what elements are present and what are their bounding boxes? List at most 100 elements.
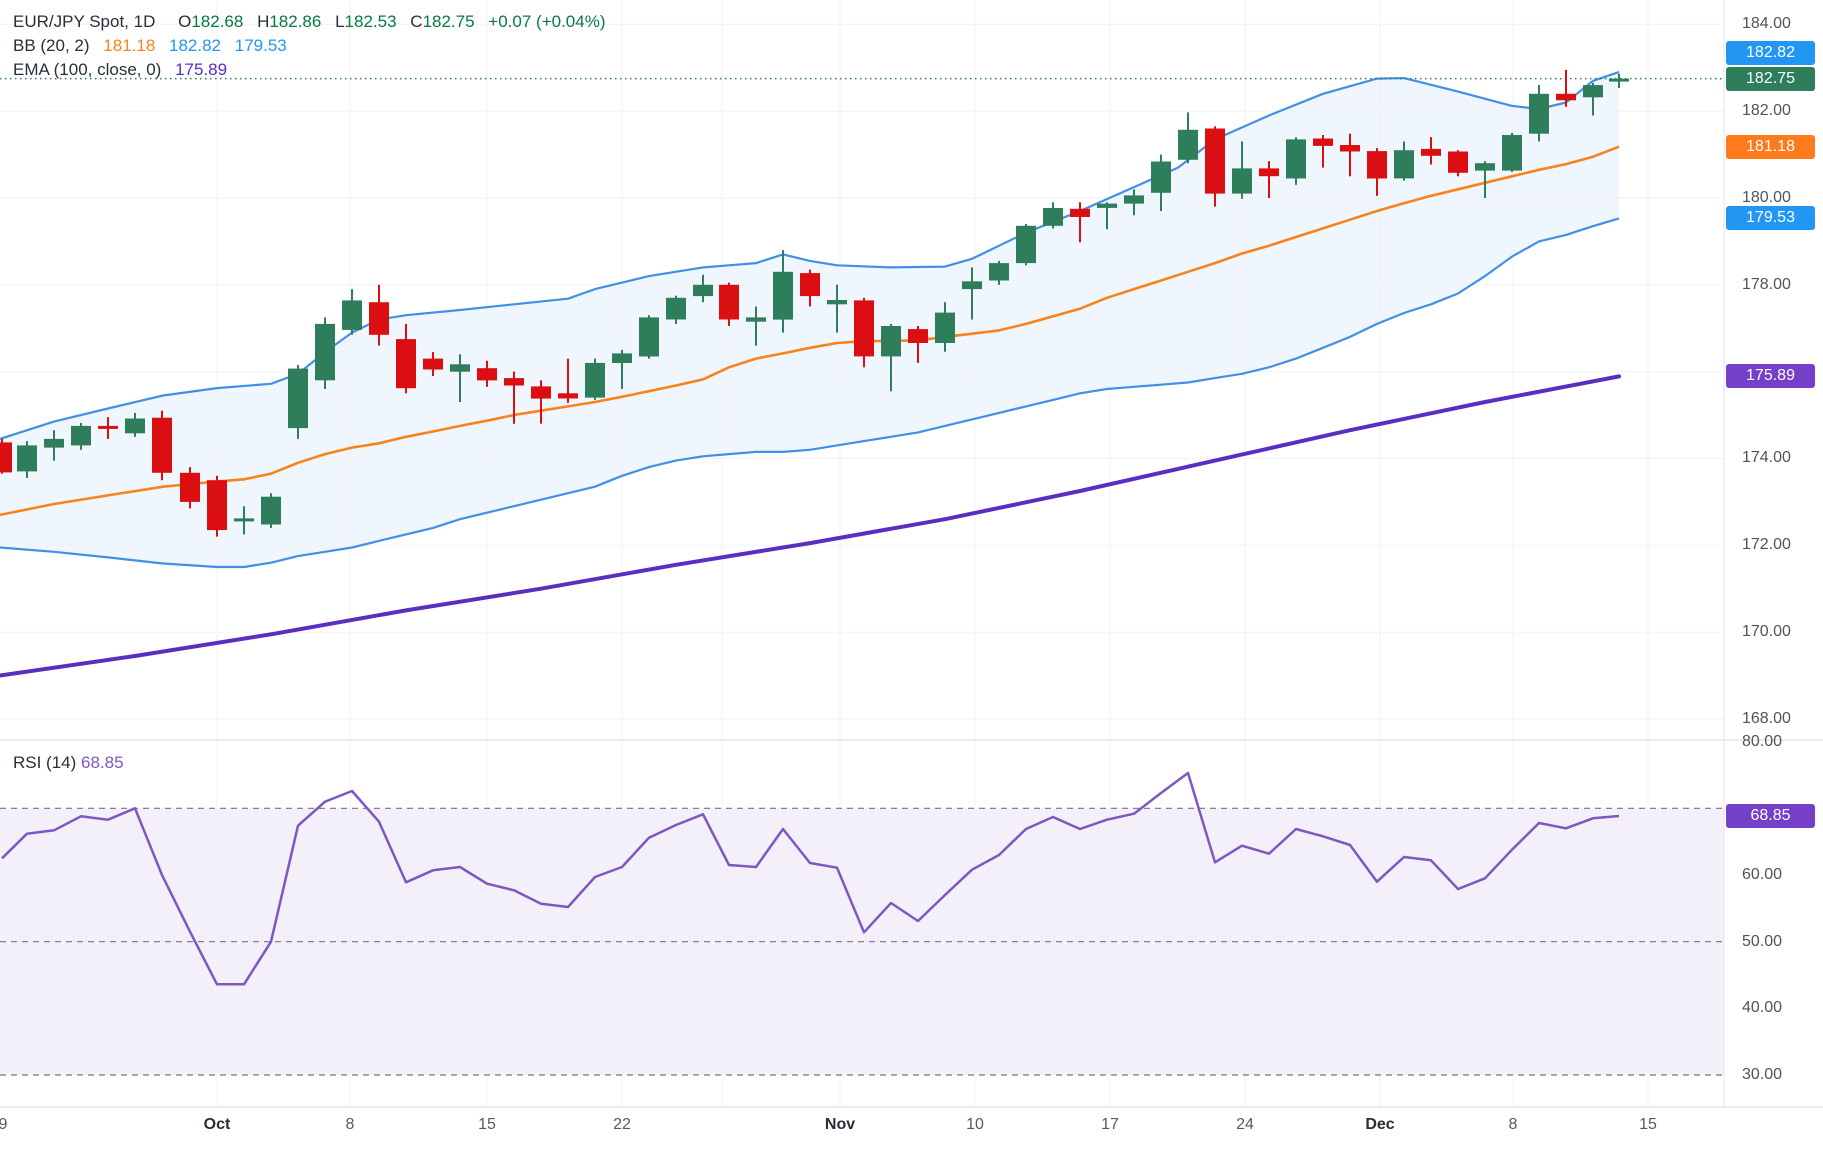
time-axis-label: Dec bbox=[1365, 1116, 1395, 1133]
ohlc-high-value: 182.86 bbox=[269, 12, 322, 31]
candle-body[interactable] bbox=[612, 353, 632, 363]
candle-body[interactable] bbox=[180, 472, 200, 502]
candle-body[interactable] bbox=[1205, 128, 1225, 194]
bb-basis-line[interactable] bbox=[0, 145, 1620, 517]
ohlc-low-value: 182.53 bbox=[344, 12, 397, 31]
candle-body[interactable] bbox=[827, 300, 847, 305]
candle-body[interactable] bbox=[369, 302, 389, 335]
legend-ema-row[interactable]: EMA (100, close, 0) 175.89 bbox=[13, 58, 606, 82]
candle-body[interactable] bbox=[1556, 93, 1576, 101]
candle-body[interactable] bbox=[1124, 195, 1144, 204]
candle-body[interactable] bbox=[962, 281, 982, 290]
rsi-value: 68.85 bbox=[81, 753, 124, 772]
candle-body[interactable] bbox=[288, 368, 308, 429]
candle-body[interactable] bbox=[234, 518, 254, 522]
candle-body[interactable] bbox=[44, 438, 64, 448]
time-axis-label: 10 bbox=[966, 1116, 984, 1133]
ohlc-high-label: H bbox=[257, 12, 270, 31]
candle-body[interactable] bbox=[125, 418, 145, 434]
legend-rsi-row[interactable]: RSI (14) 68.85 bbox=[13, 751, 124, 775]
candle-body[interactable] bbox=[908, 329, 928, 343]
candle-body[interactable] bbox=[98, 425, 118, 429]
candle-body[interactable] bbox=[207, 480, 227, 531]
candle-body[interactable] bbox=[1475, 163, 1495, 171]
candle-body[interactable] bbox=[1259, 168, 1279, 177]
candle-body[interactable] bbox=[261, 496, 281, 525]
time-axis-label: Nov bbox=[824, 1116, 856, 1133]
candle-body[interactable] bbox=[1583, 85, 1603, 98]
bb-lower-value: 179.53 bbox=[234, 36, 287, 55]
price-badge: 179.53 bbox=[1726, 206, 1815, 230]
rsi-axis-label: 80.00 bbox=[1742, 733, 1783, 750]
price-badge: 182.75 bbox=[1726, 67, 1815, 91]
candle-body[interactable] bbox=[531, 386, 551, 399]
ohlc-open-label: O bbox=[178, 12, 192, 31]
candle-body[interactable] bbox=[1448, 151, 1468, 173]
candle-body[interactable] bbox=[1232, 168, 1252, 194]
candle-body[interactable] bbox=[1286, 139, 1306, 179]
candle-body[interactable] bbox=[1529, 93, 1549, 134]
candle-body[interactable] bbox=[342, 300, 362, 330]
legend-symbol-row[interactable]: EUR/JPY Spot, 1D O182.68 H182.86 L182.53… bbox=[13, 10, 606, 34]
candle-body[interactable] bbox=[1070, 208, 1090, 217]
candle-body[interactable] bbox=[152, 417, 172, 473]
time-axis-label: 17 bbox=[1101, 1116, 1119, 1133]
candle-body[interactable] bbox=[746, 317, 766, 322]
candle-body[interactable] bbox=[1043, 208, 1063, 226]
legend-bb-row[interactable]: BB (20, 2) 181.18 182.82 179.53 bbox=[13, 34, 606, 58]
ohlc-low-label: L bbox=[335, 12, 345, 31]
candle-body[interactable] bbox=[17, 445, 37, 472]
candle-body[interactable] bbox=[477, 368, 497, 381]
candle-body[interactable] bbox=[1502, 135, 1522, 171]
rsi-label: RSI (14) bbox=[13, 753, 77, 772]
candle-body[interactable] bbox=[558, 393, 578, 399]
candle-body[interactable] bbox=[773, 271, 793, 320]
price-axis-label: 170.00 bbox=[1742, 623, 1791, 640]
candle-body[interactable] bbox=[1367, 151, 1387, 179]
candle-body[interactable] bbox=[719, 284, 739, 320]
time-axis-label: Oct bbox=[203, 1116, 231, 1133]
candle-body[interactable] bbox=[1178, 129, 1198, 160]
rsi-line[interactable] bbox=[1, 771, 1620, 986]
price-axis-label: 182.00 bbox=[1742, 102, 1791, 119]
candle-body[interactable] bbox=[1313, 138, 1333, 146]
candle-body[interactable] bbox=[315, 323, 335, 381]
candle-body[interactable] bbox=[854, 300, 874, 357]
candle-body[interactable] bbox=[396, 339, 416, 389]
candle-body[interactable] bbox=[1016, 225, 1036, 264]
time-axis-label: 15 bbox=[478, 1116, 496, 1133]
time-axis-label: 15 bbox=[1639, 1116, 1657, 1133]
candle-body[interactable] bbox=[666, 297, 686, 320]
candle-body[interactable] bbox=[639, 317, 659, 357]
candle-body[interactable] bbox=[989, 263, 1009, 281]
candle-body[interactable] bbox=[1340, 145, 1360, 152]
candle-body[interactable] bbox=[881, 326, 901, 357]
bb-lower-line[interactable] bbox=[0, 217, 1620, 569]
time-axis-label: 8 bbox=[345, 1116, 355, 1133]
candle-body[interactable] bbox=[1151, 161, 1171, 193]
price-axis-label: 178.00 bbox=[1742, 276, 1791, 293]
change-value: +0.07 (+0.04%) bbox=[488, 12, 606, 31]
rsi-axis-label: 50.00 bbox=[1742, 933, 1783, 950]
candle-body[interactable] bbox=[693, 284, 713, 297]
candle-body[interactable] bbox=[423, 358, 443, 370]
rsi-axis-label: 60.00 bbox=[1742, 866, 1783, 883]
ema-line[interactable] bbox=[0, 374, 1621, 678]
candle-body[interactable] bbox=[0, 442, 12, 473]
candle-body[interactable] bbox=[935, 312, 955, 343]
candle-body[interactable] bbox=[1097, 203, 1117, 208]
candle-body[interactable] bbox=[1421, 148, 1441, 156]
candle-body[interactable] bbox=[585, 362, 605, 398]
candle-body[interactable] bbox=[504, 378, 524, 386]
candle-body[interactable] bbox=[800, 273, 820, 297]
candle-body[interactable] bbox=[1394, 150, 1414, 179]
candle-body[interactable] bbox=[71, 425, 91, 446]
ohlc-close-value: 182.75 bbox=[422, 12, 475, 31]
candle-body[interactable] bbox=[1609, 78, 1629, 82]
time-axis-label: 24 bbox=[1236, 1116, 1254, 1133]
ohlc-close-label: C bbox=[410, 12, 423, 31]
candle-body[interactable] bbox=[450, 364, 470, 372]
price-axis-label: 180.00 bbox=[1742, 189, 1791, 206]
